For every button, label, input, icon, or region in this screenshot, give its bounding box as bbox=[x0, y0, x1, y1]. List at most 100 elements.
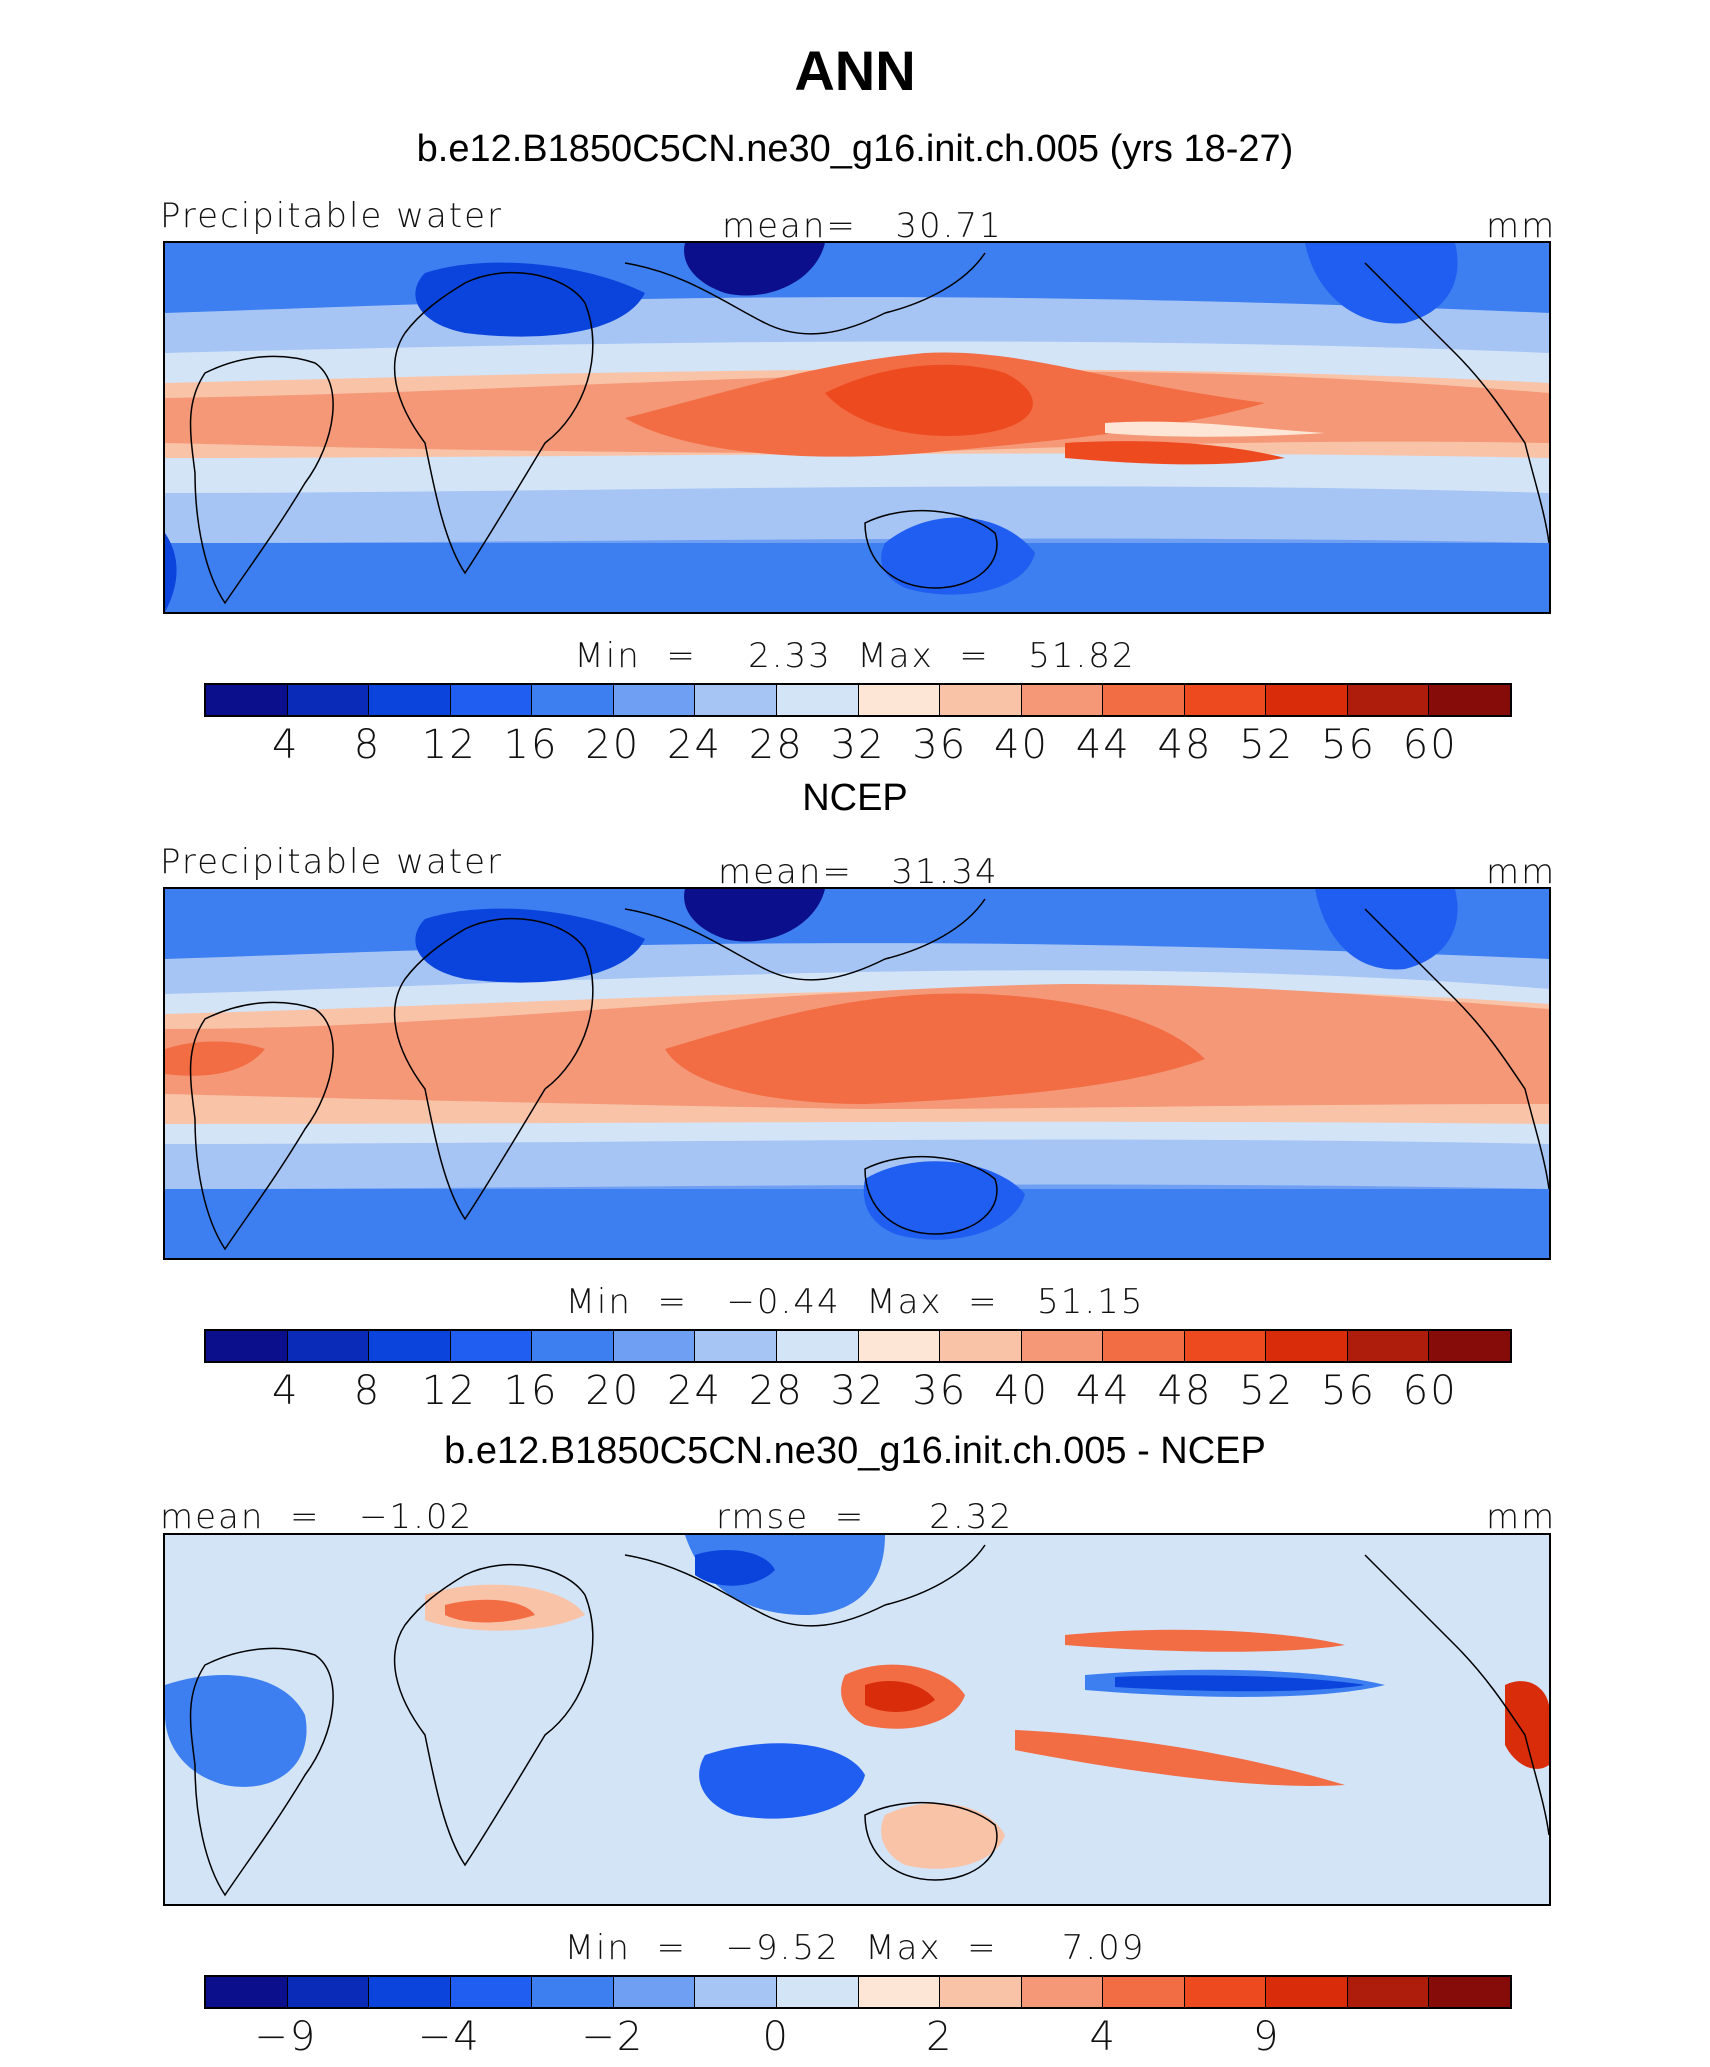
colorbar-tick-label: 28 bbox=[748, 722, 804, 768]
colorbar-swatch bbox=[776, 1977, 859, 2007]
colorbar-tick-label: −2 bbox=[581, 2014, 645, 2060]
colorbar-swatch bbox=[1103, 1977, 1185, 2007]
colorbar-tick-label: 0 bbox=[762, 2014, 790, 2060]
panel-2-colorbar-ticks: 4 8 12 16 20 24 28 32 36 40 44 48 52 56 60 bbox=[0, 1368, 1710, 1418]
colorbar-tick-label: 52 bbox=[1239, 722, 1295, 768]
colorbar-swatch bbox=[1429, 685, 1510, 715]
colorbar-tick-label: 56 bbox=[1321, 1368, 1376, 1414]
colorbar-tick-label: 24 bbox=[667, 1368, 722, 1414]
colorbar-swatch bbox=[450, 685, 533, 715]
colorbar-swatch bbox=[1184, 1977, 1267, 2007]
panel-1-units: mm bbox=[1486, 206, 1557, 246]
colorbar-tick-label: 24 bbox=[667, 722, 722, 768]
colorbar-swatch bbox=[1184, 1331, 1267, 1361]
colorbar-swatch bbox=[695, 1977, 777, 2007]
colorbar-swatch bbox=[287, 1331, 370, 1361]
panel-3-mean-label: mean = −1.02 bbox=[160, 1497, 474, 1537]
panel-2-map bbox=[163, 887, 1551, 1260]
colorbar-tick-label: 36 bbox=[912, 1368, 968, 1414]
colorbar-tick-label: 2 bbox=[926, 2014, 954, 2060]
panel-1-contour-field bbox=[165, 243, 1549, 612]
colorbar-tick-label: 4 bbox=[272, 1368, 300, 1414]
colorbar-swatch bbox=[695, 1331, 777, 1361]
colorbar-swatch bbox=[776, 1331, 859, 1361]
colorbar-tick-label: 40 bbox=[994, 1368, 1049, 1414]
colorbar-swatch bbox=[613, 1331, 696, 1361]
panel-1-variable-label: Precipitable water bbox=[160, 196, 504, 236]
colorbar-tick-label: 4 bbox=[1089, 2014, 1117, 2060]
colorbar-swatch bbox=[1103, 1331, 1185, 1361]
colorbar-tick-label: 36 bbox=[912, 722, 968, 768]
colorbar-tick-label: 60 bbox=[1402, 722, 1458, 768]
colorbar-tick-label: 20 bbox=[585, 722, 641, 768]
colorbar-tick-label: 40 bbox=[994, 722, 1049, 768]
panel-2-mean-label: mean= 31.34 bbox=[718, 852, 999, 892]
panel-1-mean-label: mean= 30.71 bbox=[722, 206, 1003, 246]
colorbar-swatch bbox=[940, 685, 1022, 715]
colorbar-swatch bbox=[1021, 1331, 1104, 1361]
colorbar-tick-label: 16 bbox=[503, 722, 559, 768]
panel-1-title: b.e12.B1850C5CN.ne30_g16.init.ch.005 (yr… bbox=[416, 128, 1294, 170]
colorbar-tick-label: 32 bbox=[830, 722, 886, 768]
panel-2-contour-field bbox=[165, 889, 1549, 1258]
panel-2-colorbar bbox=[204, 1329, 1512, 1363]
colorbar-swatch bbox=[695, 685, 777, 715]
panel-3-rmse-label: rmse = 2.32 bbox=[716, 1497, 1013, 1537]
colorbar-swatch bbox=[532, 685, 614, 715]
colorbar-swatch bbox=[1347, 1331, 1430, 1361]
colorbar-swatch bbox=[1266, 1331, 1348, 1361]
colorbar-tick-label: 20 bbox=[585, 1368, 641, 1414]
colorbar-swatch bbox=[532, 1977, 614, 2007]
colorbar-tick-label: 8 bbox=[353, 1368, 382, 1414]
panel-3-title: b.e12.B1850C5CN.ne30_g16.init.ch.005 - N… bbox=[444, 1430, 1266, 1472]
panel-1-colorbar-ticks: 4 8 12 16 20 24 28 32 36 40 44 48 52 56 60 bbox=[0, 722, 1710, 772]
colorbar-swatch bbox=[940, 1331, 1022, 1361]
colorbar-tick-label: −4 bbox=[417, 2014, 481, 2060]
colorbar-swatch bbox=[1429, 1331, 1510, 1361]
colorbar-swatch bbox=[1266, 685, 1348, 715]
colorbar-tick-label: 28 bbox=[748, 1368, 804, 1414]
panel-3-map bbox=[163, 1533, 1551, 1906]
panel-3-colorbar-ticks: −9 −4 −2 0 2 4 9 bbox=[0, 2014, 1710, 2064]
colorbar-swatch bbox=[369, 685, 451, 715]
colorbar-swatch bbox=[613, 685, 696, 715]
colorbar-tick-label: 12 bbox=[421, 722, 477, 768]
panel-2-title: NCEP bbox=[802, 777, 908, 819]
colorbar-swatch bbox=[940, 1977, 1022, 2007]
colorbar-swatch bbox=[776, 685, 859, 715]
colorbar-tick-label: 4 bbox=[272, 722, 300, 768]
panel-3-units: mm bbox=[1486, 1497, 1557, 1537]
colorbar-tick-label: 16 bbox=[503, 1368, 559, 1414]
colorbar-swatch bbox=[1347, 685, 1430, 715]
colorbar-tick-label: 56 bbox=[1321, 722, 1376, 768]
colorbar-swatch bbox=[1021, 1977, 1104, 2007]
panel-1-colorbar bbox=[204, 683, 1512, 717]
colorbar-swatch bbox=[1429, 1977, 1510, 2007]
figure-title: ANN bbox=[794, 39, 916, 102]
colorbar-tick-label: 8 bbox=[353, 722, 382, 768]
colorbar-tick-label: 44 bbox=[1075, 1368, 1131, 1414]
panel-2-minmax: Min = −0.44 Max = 51.15 bbox=[565, 1282, 1145, 1322]
panel-3-minmax: Min = −9.52 Max = 7.09 bbox=[564, 1928, 1146, 1968]
colorbar-swatch bbox=[858, 1977, 941, 2007]
colorbar-swatch bbox=[1347, 1977, 1430, 2007]
panel-1-map bbox=[163, 241, 1551, 614]
colorbar-swatch bbox=[1184, 685, 1267, 715]
colorbar-swatch bbox=[1103, 685, 1185, 715]
colorbar-tick-label: 44 bbox=[1075, 722, 1131, 768]
colorbar-tick-label: 52 bbox=[1239, 1368, 1295, 1414]
colorbar-swatch bbox=[450, 1977, 533, 2007]
colorbar-swatch bbox=[450, 1331, 533, 1361]
colorbar-tick-label: 48 bbox=[1157, 722, 1213, 768]
colorbar-swatch bbox=[1266, 1977, 1348, 2007]
panel-3-contour-field bbox=[165, 1535, 1549, 1904]
colorbar-swatch bbox=[369, 1331, 451, 1361]
panel-2-units: mm bbox=[1486, 852, 1557, 892]
colorbar-swatch bbox=[206, 1331, 288, 1361]
colorbar-swatch bbox=[858, 685, 941, 715]
colorbar-tick-label: 32 bbox=[830, 1368, 886, 1414]
colorbar-swatch bbox=[206, 1977, 288, 2007]
colorbar-swatch bbox=[858, 1331, 941, 1361]
panel-1-minmax: Min = 2.33 Max = 51.82 bbox=[574, 636, 1136, 676]
colorbar-swatch bbox=[287, 1977, 370, 2007]
